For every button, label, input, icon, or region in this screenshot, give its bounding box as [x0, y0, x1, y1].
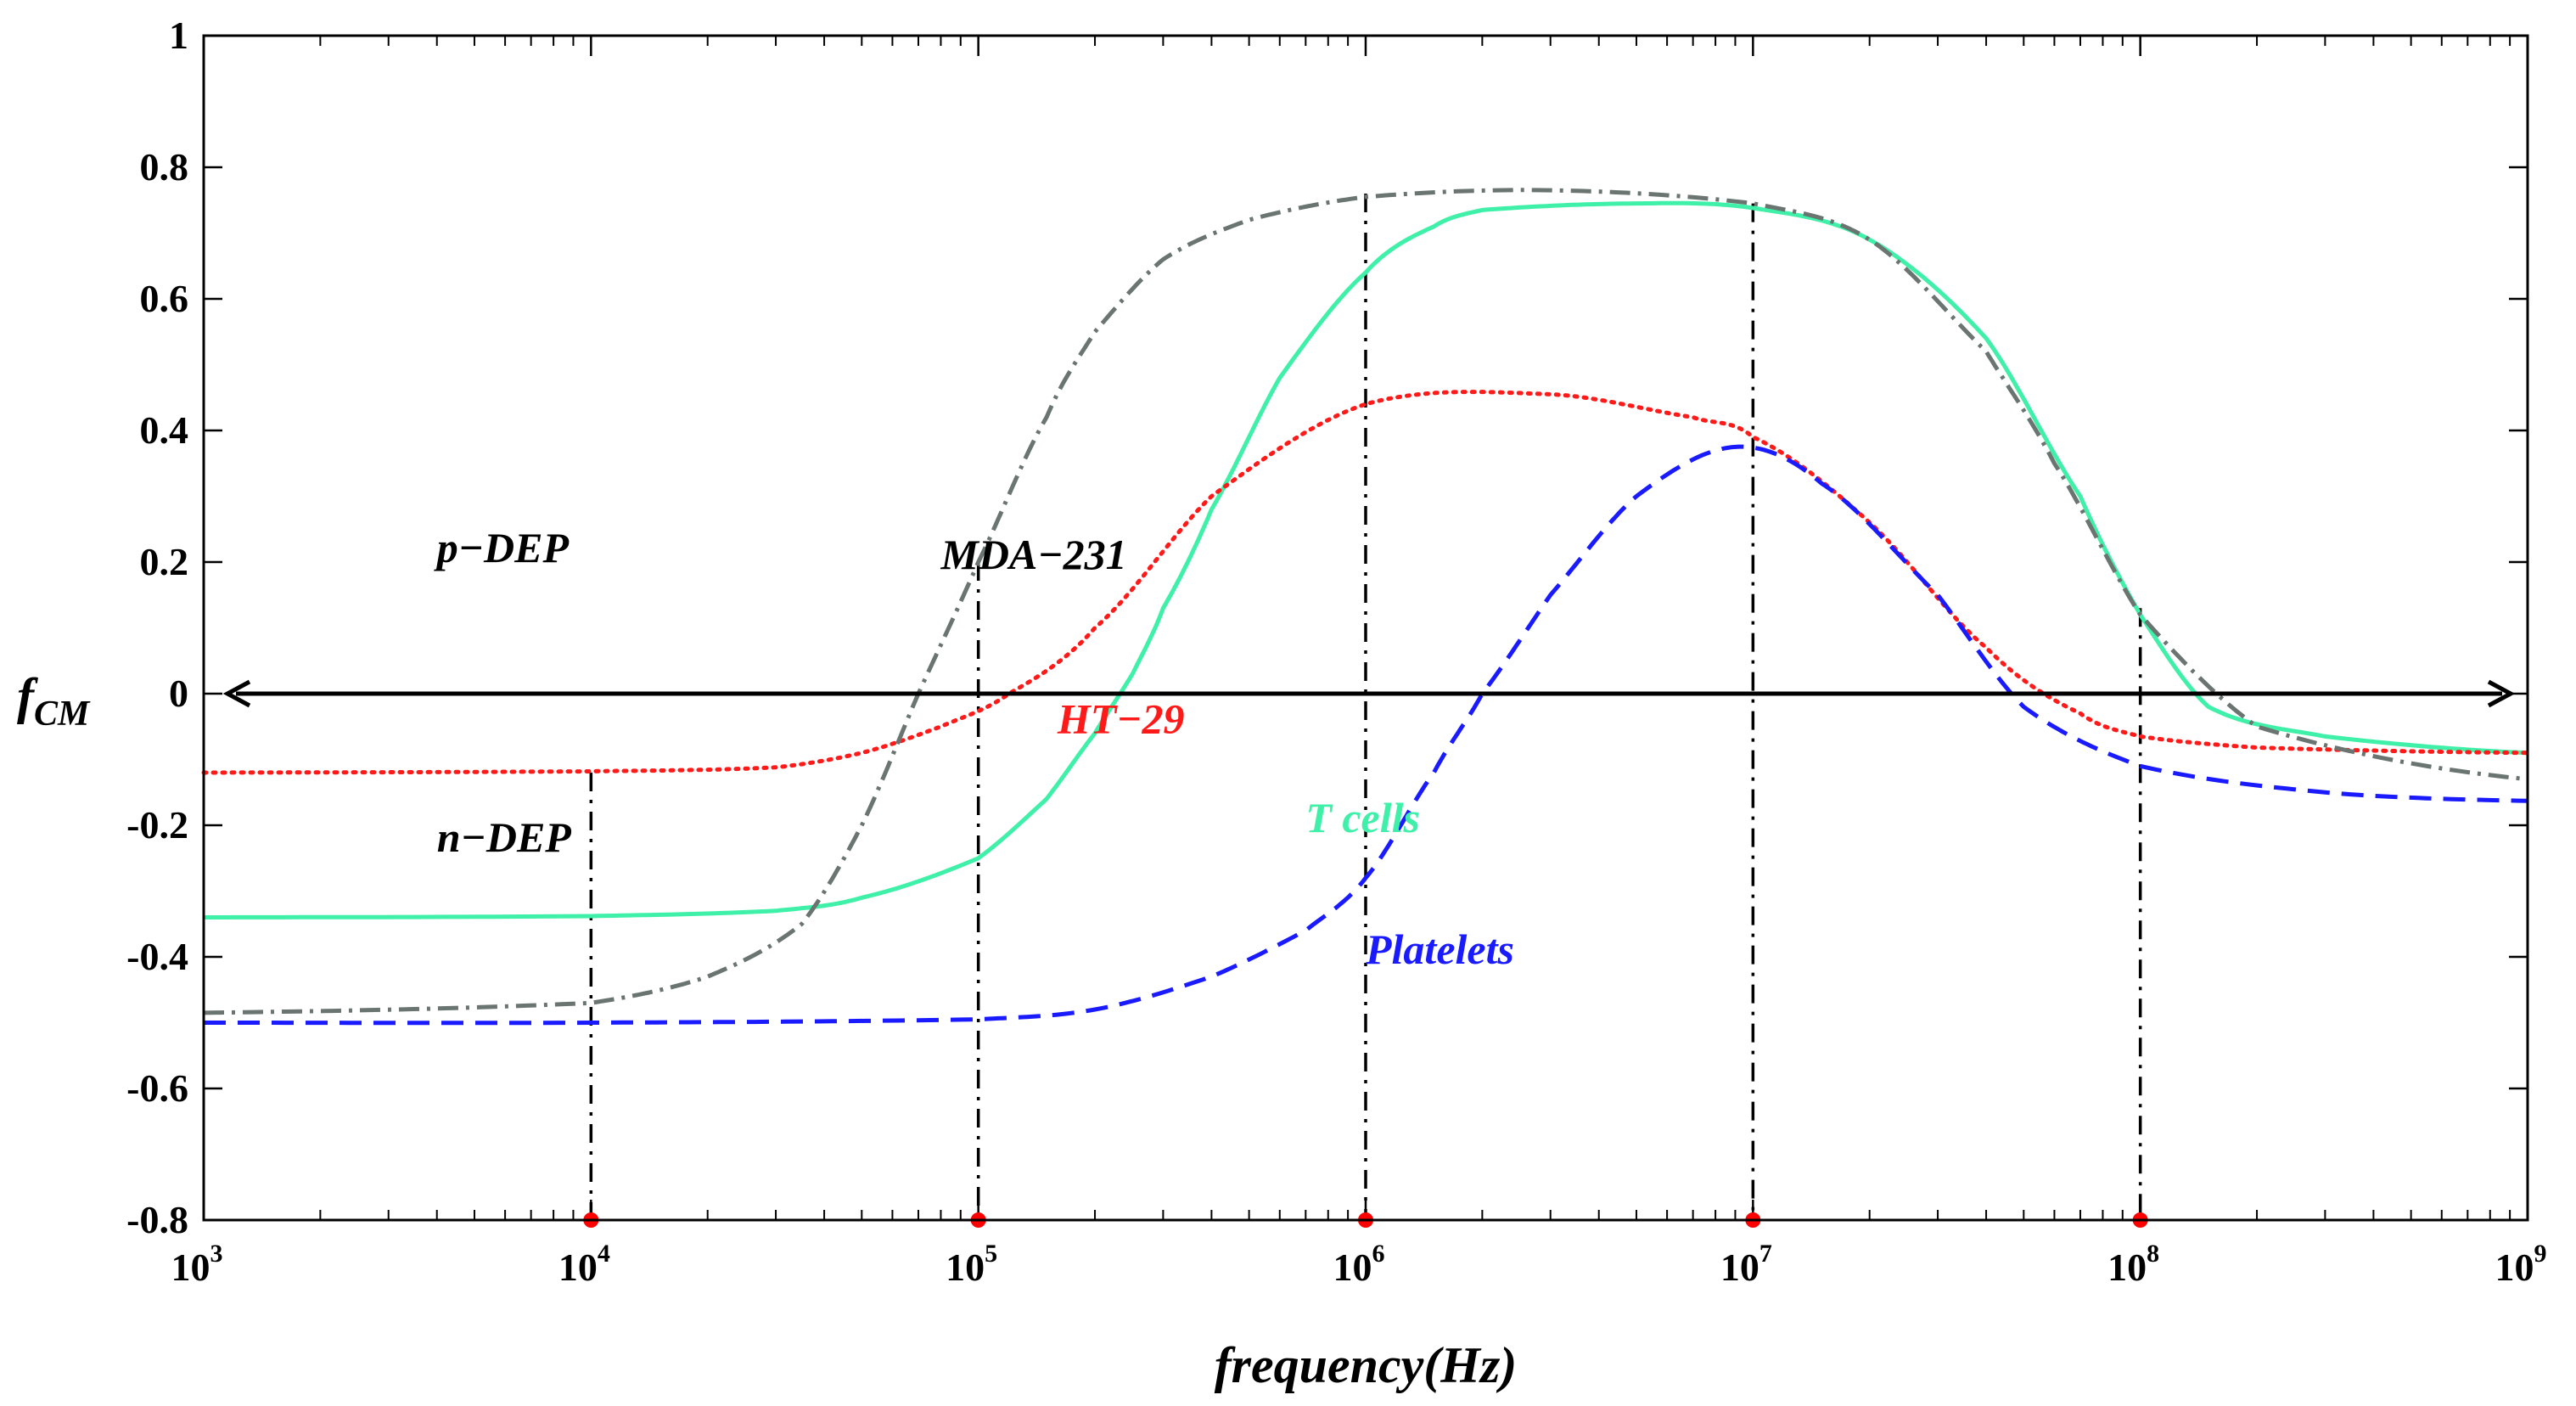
x-tick-label: 109 [2495, 1240, 2547, 1289]
y-tick-label: 0 [169, 672, 188, 715]
series-line-platelets [204, 444, 2528, 1026]
x-tick-base: 10 [2107, 1246, 2147, 1289]
x-tick-label: 105 [946, 1240, 997, 1289]
annotation-ht-29: HT−29 [1057, 695, 1185, 743]
x-tick-base: 10 [558, 1246, 598, 1289]
x-tick-base: 10 [2495, 1246, 2534, 1289]
y-tick-label: 0.2 [140, 540, 189, 583]
y-tick-label: -0.2 [126, 803, 188, 846]
x-tick-base: 10 [1333, 1246, 1372, 1289]
y-tick-label: -0.4 [126, 935, 188, 978]
y-tick-label: 0.6 [140, 277, 189, 320]
annotation-n-dep: n−DEP [437, 813, 572, 861]
x-tick-label: 103 [171, 1240, 223, 1289]
series-line-mda-231 [203, 188, 2528, 1015]
y-tick-label: -0.6 [126, 1066, 188, 1110]
annotations: p−DEP n−DEP MDA−231 HT−29 T cells Platelets [434, 524, 1514, 973]
x-tick-exponent: 8 [2147, 1240, 2159, 1268]
vertical-markers [583, 194, 2148, 1228]
x-tick-exponent: 6 [1372, 1240, 1385, 1268]
zero-arrow-head-left [222, 679, 251, 708]
y-tick-label: 0.8 [140, 145, 189, 188]
y-tick-label: 0.4 [140, 408, 189, 452]
y-tick-label: -0.8 [126, 1198, 188, 1241]
x-tick-exponent: 7 [1759, 1240, 1772, 1268]
y-tick-label: 1 [169, 14, 188, 57]
annotation-mda-231: MDA−231 [940, 531, 1126, 578]
annotation-p-dep: p−DEP [434, 524, 570, 571]
series-layer [201, 188, 2530, 1026]
x-tick-label: 106 [1333, 1240, 1385, 1289]
plot-frame [202, 34, 2529, 1222]
x-tick-label: 107 [1720, 1240, 1772, 1289]
annotation-platelets: Platelets [1365, 925, 1514, 973]
x-tick-label: 108 [2107, 1240, 2159, 1289]
x-tick-base: 10 [171, 1246, 210, 1289]
x-axis-title: frequency(Hz) [1215, 1337, 1518, 1393]
series-line-ht-29 [201, 390, 2530, 775]
series-line-t-cells [204, 200, 2528, 920]
x-tick-base: 10 [946, 1246, 985, 1289]
x-tick-exponent: 9 [2534, 1240, 2547, 1268]
x-tick-exponent: 5 [985, 1240, 997, 1268]
x-tick-exponent: 4 [598, 1240, 610, 1268]
y-axis-title-sub: CM [34, 695, 91, 734]
zero-arrow-head-right [2487, 679, 2516, 708]
zero-arrow [222, 679, 2516, 708]
x-tick-label: 104 [558, 1240, 610, 1289]
annotation-t-cells: T cells [1305, 794, 1420, 841]
x-tick-base: 10 [1720, 1246, 1759, 1289]
x-tick-exponent: 3 [210, 1240, 223, 1268]
